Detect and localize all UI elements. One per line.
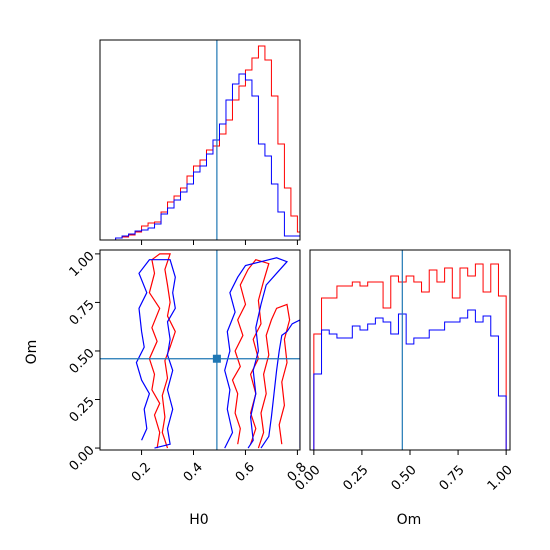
om-plot-area bbox=[313, 250, 507, 450]
om-hist-xtick-label: 0.25 bbox=[341, 463, 372, 494]
om-hist-xtick-label: 0.75 bbox=[437, 463, 468, 494]
h0-hist-frame bbox=[99, 39, 301, 241]
joint-contour-blue-1 bbox=[135, 259, 176, 449]
joint-ytick-label: 0.75 bbox=[67, 297, 98, 328]
joint-ytick-label: 0.50 bbox=[67, 346, 98, 377]
joint-truth-marker bbox=[212, 354, 221, 363]
x-axis-label-om: Om bbox=[397, 512, 422, 528]
h0-hist-series-blue bbox=[115, 73, 300, 240]
om-hist-frame bbox=[309, 249, 511, 451]
y-axis-label-om: Om bbox=[24, 340, 40, 365]
h0-plot-area bbox=[115, 40, 300, 240]
h0-hist-series-red bbox=[115, 45, 300, 240]
om-hist-series-red bbox=[313, 263, 507, 450]
joint-plot-area bbox=[100, 250, 300, 450]
h0-marginal-histogram bbox=[99, 39, 301, 245]
om-hist-xtick-label: 0.50 bbox=[389, 463, 420, 494]
joint-ytick-label: 1.00 bbox=[67, 249, 98, 280]
om-hist-xtick-label: 1.00 bbox=[485, 463, 516, 494]
joint-contour-blue-5 bbox=[260, 319, 300, 449]
joint-frame bbox=[99, 249, 301, 451]
om-hist-series-blue bbox=[313, 309, 507, 450]
h0-om-joint-contour-panel: 0.2 0.4 0.6 0.80.000.250.500.751.00 bbox=[67, 249, 310, 485]
joint-xtick-label: 0.2 bbox=[129, 460, 154, 485]
joint-xtick-label: 0.6 bbox=[233, 460, 258, 485]
joint-contour-blue-4 bbox=[224, 257, 289, 449]
joint-xtick-label: 0.4 bbox=[181, 460, 206, 485]
joint-ytick-label: 0.00 bbox=[67, 443, 98, 474]
joint-contour-red-2 bbox=[231, 259, 270, 445]
joint-contour-red-0 bbox=[148, 253, 176, 449]
om-marginal-histogram: 0.00 0.25 0.50 0.75 1.00 bbox=[292, 249, 516, 494]
x-axis-label-h0: H0 bbox=[189, 512, 208, 528]
joint-ytick-label: 0.25 bbox=[67, 395, 98, 426]
joint-contour-red-3 bbox=[257, 303, 291, 449]
